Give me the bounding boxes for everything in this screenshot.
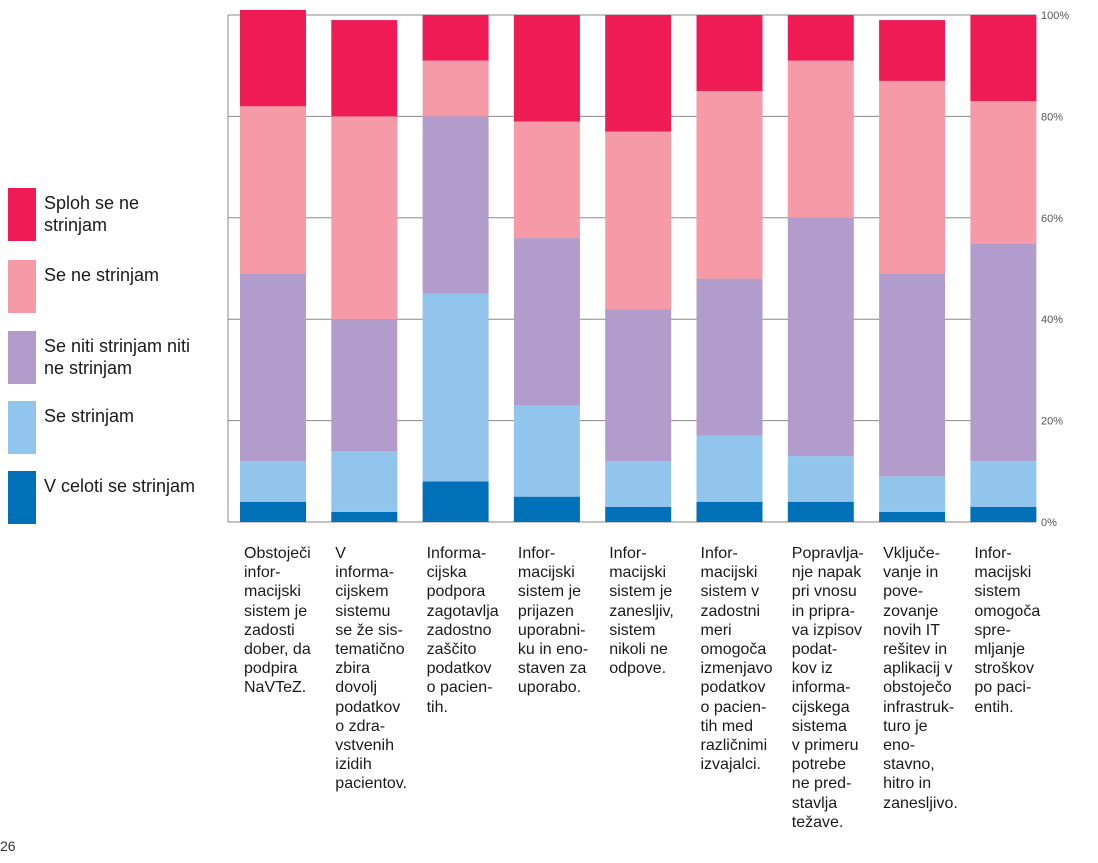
bar-segment: [605, 15, 671, 132]
bar-segment: [697, 91, 763, 279]
bar-segment: [788, 502, 854, 522]
legend-swatch: [8, 331, 36, 384]
bar-segment: [970, 101, 1036, 243]
bar-segment: [514, 238, 580, 405]
bar-segment: [879, 476, 945, 511]
bar-segment: [423, 481, 489, 522]
y-tick-label: 80%: [1041, 111, 1063, 123]
bar-segment: [879, 274, 945, 477]
y-tick-label: 0%: [1041, 517, 1057, 529]
bar-segment: [605, 507, 671, 522]
bar-segment: [240, 461, 306, 502]
bar-segment: [331, 116, 397, 319]
bar-segment: [423, 61, 489, 117]
bar-segment: [970, 15, 1036, 101]
bar-segment: [514, 121, 580, 238]
bar-segment: [331, 20, 397, 116]
x-category-label: Infor- macijski sistem v zadostni meri o…: [701, 544, 773, 774]
x-category-label: Infor- macijski sistem omogoča spre- mlj…: [974, 544, 1040, 717]
bar-segment: [240, 274, 306, 462]
y-tick-label: 20%: [1041, 416, 1063, 428]
bar-segment: [514, 497, 580, 522]
bar-segment: [605, 309, 671, 461]
bar-segment: [879, 20, 945, 81]
bar-segment: [605, 132, 671, 309]
x-category-label: Informa- cijska podpora zagotavlja zados…: [427, 544, 499, 717]
bar-segment: [879, 512, 945, 522]
bar-segment: [331, 451, 397, 512]
x-category-label: Infor- macijski sistem je zanesljiv, sis…: [609, 544, 674, 678]
x-category-label: V informa- cijskem sistemu se že sis- te…: [335, 544, 407, 794]
bar-segment: [331, 319, 397, 451]
bar-segment: [514, 405, 580, 496]
bar-segment: [970, 461, 1036, 507]
bar-segment: [240, 10, 306, 106]
bar-segment: [697, 436, 763, 502]
bar-segment: [423, 15, 489, 61]
legend-label: Sploh se ne strinjam: [44, 192, 224, 236]
legend-label: Se ne strinjam: [44, 264, 224, 286]
legend-swatch: [8, 260, 36, 313]
legend-swatch: [8, 401, 36, 454]
bar-segment: [423, 294, 489, 482]
bar-segment: [697, 502, 763, 522]
y-tick-label: 100%: [1041, 10, 1069, 22]
bar-segment: [423, 116, 489, 293]
bar-segment: [788, 456, 854, 502]
bar-segment: [605, 461, 671, 507]
x-category-label: Popravlja- nje napak pri vnosu in pripra…: [792, 544, 864, 832]
y-tick-label: 40%: [1041, 314, 1063, 326]
bar-segment: [697, 15, 763, 91]
bar-segment: [970, 507, 1036, 522]
bar-segment: [240, 106, 306, 273]
legend-label: V celoti se strinjam: [44, 475, 224, 497]
bar-segment: [331, 512, 397, 522]
legend-label: Se strinjam: [44, 405, 224, 427]
x-category-label: Obstoječi infor- macijski sistem je zado…: [244, 544, 311, 698]
legend-swatch: [8, 471, 36, 524]
legend-swatch: [8, 188, 36, 241]
bar-segment: [788, 218, 854, 456]
x-category-label: Infor- macijski sistem je prijazen upora…: [518, 544, 588, 698]
bar-segment: [879, 81, 945, 274]
bar-segment: [514, 15, 580, 121]
bar-segment: [788, 61, 854, 218]
bar-segment: [788, 15, 854, 61]
x-category-label: Vključe- vanje in pove- zovanje novih IT…: [883, 544, 958, 813]
y-tick-label: 60%: [1041, 213, 1063, 225]
legend-label: Se niti strinjam niti ne strinjam: [44, 335, 224, 379]
bar-segment: [240, 502, 306, 522]
bar-segment: [970, 243, 1036, 461]
bar-segment: [697, 279, 763, 436]
page-number: 26: [0, 838, 16, 854]
